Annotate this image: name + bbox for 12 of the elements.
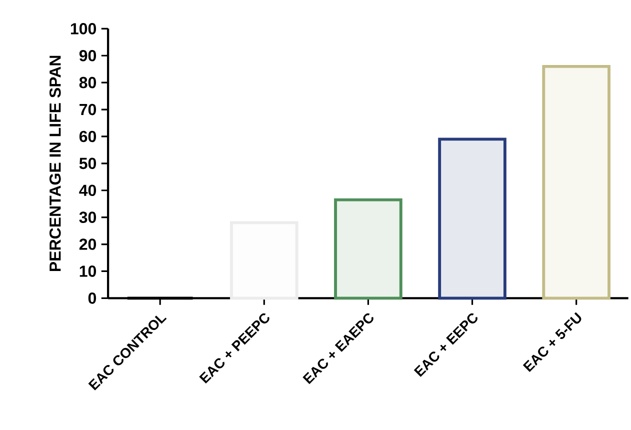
y-tick-label: 10 bbox=[80, 265, 96, 277]
y-tick-label: 20 bbox=[79, 238, 96, 250]
y-tick-label: 50 bbox=[79, 158, 96, 169]
y-tick-label: 90 bbox=[79, 50, 96, 62]
y-tick-label: 100 bbox=[70, 22, 96, 34]
y-tick-label: 60 bbox=[79, 130, 96, 142]
y-tick-label: 30 bbox=[79, 212, 96, 223]
y-tick-label: 0 bbox=[88, 292, 96, 304]
y-tick-label: 80 bbox=[79, 76, 96, 88]
y-axis-title: PERCENTAGE IN LIFE SPAN bbox=[49, 56, 61, 271]
y-tick-label: 40 bbox=[79, 184, 96, 196]
y-tick-label: 70 bbox=[80, 104, 96, 116]
